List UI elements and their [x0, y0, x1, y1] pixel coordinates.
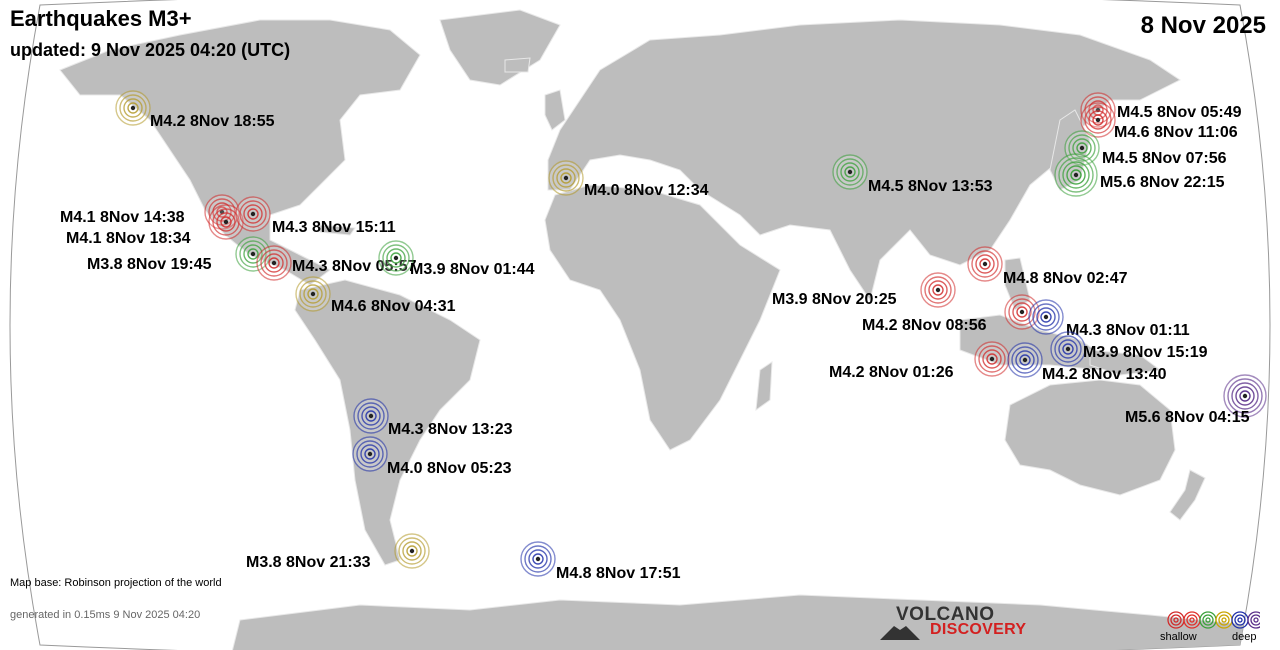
- earthquake-label: M4.3 8Nov 15:11: [272, 219, 396, 236]
- earthquake-marker[interactable]: [1050, 331, 1086, 367]
- earthquake-marker[interactable]: [1028, 299, 1064, 335]
- generated-note: generated in 0.15ms 9 Nov 2025 04:20: [10, 609, 201, 621]
- earthquake-label: M4.5 8Nov 05:49: [1117, 104, 1242, 121]
- earthquake-label: M4.1 8Nov 18:34: [66, 230, 191, 247]
- earthquake-label: M4.8 8Nov 17:51: [556, 565, 681, 582]
- volcano-icon: [880, 626, 920, 640]
- earthquake-marker[interactable]: [1054, 153, 1098, 197]
- depth-scale: [1167, 611, 1265, 629]
- earthquake-label: M4.3 8Nov 01:11: [1066, 322, 1190, 339]
- earthquake-label: M3.9 8Nov 20:25: [772, 291, 897, 308]
- earthquake-marker[interactable]: [520, 541, 556, 577]
- depth-swatch: [1183, 611, 1201, 629]
- earthquake-marker[interactable]: [353, 398, 389, 434]
- earthquake-marker[interactable]: [974, 341, 1010, 377]
- updated-timestamp: updated: 9 Nov 2025 04:20 (UTC): [10, 40, 291, 60]
- philippines-landmass: [1004, 257, 1031, 311]
- logo-text-top: VOLCANO: [896, 604, 995, 625]
- earthquake-label: M3.9 8Nov 15:19: [1083, 344, 1208, 361]
- earthquake-label: M3.9 8Nov 01:44: [410, 261, 535, 278]
- depth-swatch: [1231, 611, 1249, 629]
- earthquake-label: M4.2 8Nov 13:40: [1042, 366, 1167, 383]
- volcanodiscovery-logo[interactable]: VOLCANO DISCOVERY: [880, 604, 1040, 642]
- earthquake-marker[interactable]: [1223, 374, 1267, 418]
- earthquake-marker[interactable]: [920, 272, 956, 308]
- earthquake-label: M4.0 8Nov 12:34: [584, 182, 709, 199]
- depth-legend: shallow deep: [1160, 610, 1265, 646]
- cuba-landmass: [319, 224, 356, 236]
- depth-swatch: [1199, 611, 1217, 629]
- earthquake-label: M4.3 8Nov 13:23: [388, 421, 513, 438]
- eurasia-landmass: [547, 19, 1181, 302]
- map-base-note: Map base: Robinson projection of the wor…: [10, 577, 222, 589]
- earthquake-label: M5.6 8Nov 22:15: [1100, 174, 1225, 191]
- earthquake-marker[interactable]: [548, 160, 584, 196]
- earthquake-label: M4.8 8Nov 02:47: [1003, 270, 1128, 287]
- earthquake-label: M4.2 8Nov 18:55: [150, 113, 275, 130]
- north-america-landmass: [59, 19, 421, 286]
- earthquake-label: M5.6 8Nov 04:15: [1125, 409, 1250, 426]
- south-america-landmass: [294, 279, 481, 566]
- earthquake-marker[interactable]: [1064, 130, 1100, 166]
- earthquake-marker[interactable]: [256, 245, 292, 281]
- page-title: Earthquakes M3+: [10, 6, 192, 31]
- iceland-landmass: [504, 57, 531, 73]
- earthquake-marker[interactable]: [1080, 102, 1116, 138]
- depth-swatch: [1167, 611, 1185, 629]
- logo-text-bottom: DISCOVERY: [930, 621, 1027, 638]
- earthquake-marker[interactable]: [352, 436, 388, 472]
- africa-landmass: [544, 184, 781, 451]
- earthquake-marker[interactable]: [967, 246, 1003, 282]
- madagascar-landmass: [755, 361, 773, 412]
- earthquake-label: M4.6 8Nov 04:31: [331, 298, 456, 315]
- earthquake-marker[interactable]: [115, 90, 151, 126]
- british-isles-landmass: [544, 89, 566, 131]
- earthquake-label: M4.5 8Nov 13:53: [868, 178, 993, 195]
- earthquake-marker[interactable]: [235, 196, 271, 232]
- new-zealand-landmass: [1169, 469, 1206, 521]
- earthquake-label: M4.2 8Nov 01:26: [829, 364, 954, 381]
- earthquake-marker[interactable]: [295, 276, 331, 312]
- depth-swatch: [1247, 611, 1265, 629]
- earthquake-label: M4.0 8Nov 05:23: [387, 460, 512, 477]
- earthquake-marker[interactable]: [208, 204, 244, 240]
- earthquake-label: M4.5 8Nov 07:56: [1102, 150, 1227, 167]
- date-label: 8 Nov 2025: [1140, 12, 1266, 39]
- earthquake-marker[interactable]: [378, 240, 414, 276]
- australia-landmass: [1004, 379, 1176, 496]
- earthquake-label: M3.8 8Nov 19:45: [87, 256, 212, 273]
- antarctica-landmass: [229, 594, 1261, 650]
- earthquake-label: M3.8 8Nov 21:33: [246, 554, 371, 571]
- earthquake-marker[interactable]: [1007, 342, 1043, 378]
- earthquake-marker[interactable]: [394, 533, 430, 569]
- earthquake-label: M4.1 8Nov 14:38: [60, 209, 185, 226]
- earthquake-marker[interactable]: [832, 154, 868, 190]
- legend-deep-label: deep: [1232, 631, 1257, 643]
- depth-swatch: [1215, 611, 1233, 629]
- earthquake-label: M4.6 8Nov 11:06: [1114, 124, 1238, 141]
- earthquake-label: M4.2 8Nov 08:56: [862, 317, 987, 334]
- new-guinea-landmass: [1089, 349, 1162, 376]
- legend-shallow-label: shallow: [1160, 631, 1197, 643]
